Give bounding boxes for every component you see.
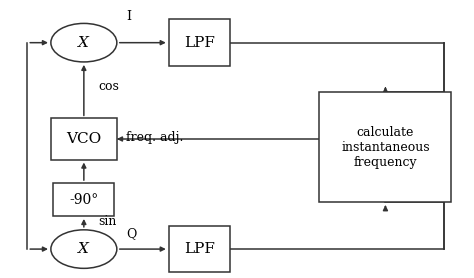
Text: freq. adj.: freq. adj. bbox=[126, 131, 183, 144]
Bar bbox=[53, 183, 115, 216]
Text: X: X bbox=[78, 36, 89, 50]
Bar bbox=[169, 226, 230, 272]
Circle shape bbox=[51, 230, 117, 268]
Text: I: I bbox=[126, 10, 131, 23]
Bar bbox=[169, 19, 230, 66]
Text: Q: Q bbox=[126, 227, 137, 240]
Text: LPF: LPF bbox=[184, 242, 215, 256]
Text: calculate
instantaneous
frequency: calculate instantaneous frequency bbox=[341, 126, 430, 169]
Text: cos: cos bbox=[98, 80, 119, 93]
Text: VCO: VCO bbox=[66, 132, 101, 146]
Circle shape bbox=[51, 23, 117, 62]
Text: X: X bbox=[78, 242, 89, 256]
Bar bbox=[51, 118, 117, 160]
Text: -90°: -90° bbox=[69, 193, 99, 207]
Text: LPF: LPF bbox=[184, 36, 215, 50]
Text: sin: sin bbox=[98, 215, 116, 228]
Bar bbox=[319, 92, 451, 202]
